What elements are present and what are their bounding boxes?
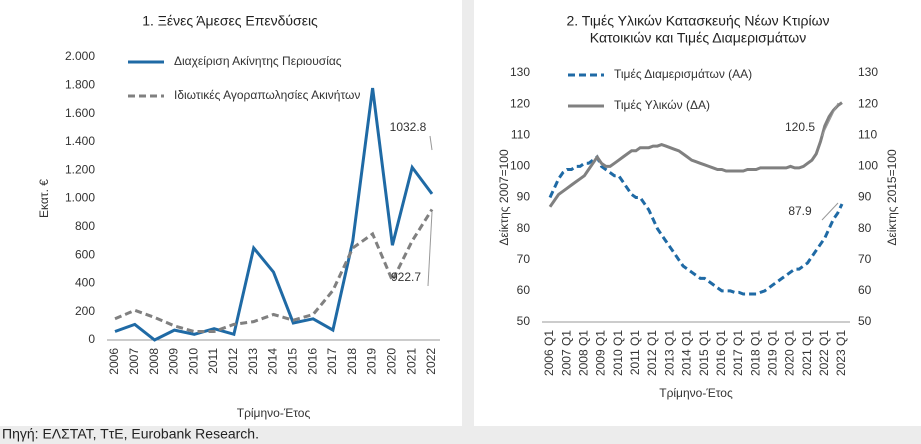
- chart-title: Κατοικιών και Τιμές Διαμερισμάτων: [590, 30, 806, 46]
- x-tick-label: 2018: [345, 348, 359, 375]
- y-tick-label: 100: [510, 159, 530, 173]
- x-tick-label: 2020 Q1: [783, 330, 797, 376]
- y2-tick-label: 100: [858, 159, 878, 173]
- y-tick-label: 1.800: [65, 77, 95, 91]
- x-tick-label: 2009 Q1: [594, 330, 608, 376]
- x-tick-label: 2013: [246, 348, 260, 375]
- x-tick-label: 2017 Q1: [731, 330, 745, 376]
- y2-tick-label: 70: [858, 252, 872, 266]
- annotation-leader: [821, 102, 839, 137]
- y-tick-label: 50: [517, 314, 531, 328]
- y-tick-label: 110: [511, 127, 530, 141]
- x-tick-label: 2010 Q1: [611, 330, 625, 376]
- x-tick-label: 2008: [147, 348, 161, 375]
- x-tick-label: 2019: [365, 348, 379, 375]
- y-axis-label: Δείκτης 2007=100: [497, 149, 511, 246]
- x-tick-label: 2006: [107, 348, 121, 375]
- panel-1: [0, 0, 462, 426]
- x-tick-label: 2016: [305, 348, 319, 375]
- annotation: 1032.8: [390, 120, 427, 134]
- x-tick-label: 2017: [325, 348, 339, 375]
- x-tick-label: 2020: [385, 348, 399, 375]
- x-tick-label: 2016 Q1: [714, 330, 728, 376]
- y2-tick-label: 130: [858, 65, 878, 79]
- x-tick-label: 2012 Q1: [645, 330, 659, 376]
- annotation-leader: [821, 202, 839, 221]
- x-tick-label: 2010: [186, 348, 200, 375]
- y-tick-label: 2.000: [65, 49, 95, 63]
- x-tick-label: 2007: [127, 348, 141, 375]
- x-tick-label: 2012: [226, 348, 240, 375]
- chart-title: 1. Ξένες Άμεσες Επενδύσεις: [142, 13, 318, 29]
- y-tick-label: 1.000: [65, 191, 95, 205]
- y2-tick-label: 90: [858, 190, 872, 204]
- chart-title: 2. Τιμές Υλικών Κατασκευής Νέων Κτιρίων: [566, 13, 829, 29]
- legend-label: Τιμές Υλικών (ΔΑ): [614, 98, 710, 112]
- y-tick-label: 800: [75, 219, 95, 233]
- x-tick-label: 2021 Q1: [800, 330, 814, 376]
- y-tick-label: 0: [88, 332, 95, 346]
- y2-axis-label: Δείκτης 2015=100: [885, 149, 899, 246]
- x-tick-label: 2021: [404, 348, 418, 375]
- x-tick-label: 2007 Q1: [559, 330, 573, 376]
- x-tick-label: 2023 Q1: [834, 330, 848, 376]
- series-line: [114, 87, 434, 342]
- x-tick-label: 2009: [167, 348, 181, 375]
- x-tick-label: 2006 Q1: [542, 330, 556, 376]
- y-axis-label: Εκατ. €: [37, 179, 51, 218]
- x-tick-label: 2019 Q1: [765, 330, 779, 376]
- y-tick-label: 70: [517, 252, 531, 266]
- y-tick-label: 60: [517, 283, 531, 297]
- panel-2: [474, 0, 921, 426]
- x-tick-label: 2018 Q1: [748, 330, 762, 376]
- x-tick-label: 2014 Q1: [680, 330, 694, 376]
- annotation: 922.7: [391, 270, 421, 284]
- annotation-leader: [427, 211, 433, 287]
- legend-label: Τιμές Διαμερισμάτων (ΑΑ): [614, 67, 752, 81]
- y-tick-label: 600: [75, 247, 95, 261]
- y2-tick-label: 110: [858, 127, 877, 141]
- y-tick-label: 130: [510, 65, 530, 79]
- y-tick-label: 90: [517, 190, 531, 204]
- annotation: 87.9: [788, 204, 812, 218]
- y-tick-label: 400: [75, 276, 95, 290]
- x-tick-label: 2011 Q1: [628, 330, 642, 375]
- x-axis-label: Τρίμηνο-Έτος: [659, 386, 733, 400]
- x-tick-label: 2022 Q1: [817, 330, 831, 376]
- y2-tick-label: 50: [858, 314, 872, 328]
- y-tick-label: 200: [75, 304, 95, 318]
- x-tick-label: 2013 Q1: [662, 330, 676, 376]
- y-tick-label: 1.400: [65, 134, 95, 148]
- x-tick-label: 2022: [424, 348, 438, 375]
- series-line: [114, 208, 434, 333]
- x-tick-label: 2008 Q1: [577, 330, 591, 376]
- y2-tick-label: 60: [858, 283, 872, 297]
- annotation: 120.5: [785, 120, 815, 134]
- x-axis-label: Τρίμηνο-Έτος: [237, 406, 311, 420]
- y-tick-label: 120: [510, 96, 530, 110]
- legend-label: Ιδιωτικές Αγοραπωλησίες Ακινήτων: [174, 88, 360, 102]
- y-tick-label: 80: [517, 221, 531, 235]
- series-line: [548, 101, 843, 208]
- y-tick-label: 1.200: [65, 162, 95, 176]
- x-tick-label: 2015: [285, 348, 299, 375]
- legend-label: Διαχείριση Ακίνητης Περιουσίας: [174, 54, 342, 68]
- annotation-leader: [429, 135, 433, 151]
- x-tick-label: 2011: [206, 348, 220, 374]
- y2-tick-label: 80: [858, 221, 872, 235]
- source: Πηγή: ΕΛΣΤΑΤ, ΤτΕ, Eurobank Research.: [2, 426, 259, 442]
- y-tick-label: 1.600: [65, 106, 95, 120]
- y2-tick-label: 120: [858, 96, 878, 110]
- x-tick-label: 2014: [266, 348, 280, 375]
- x-tick-label: 2015 Q1: [697, 330, 711, 376]
